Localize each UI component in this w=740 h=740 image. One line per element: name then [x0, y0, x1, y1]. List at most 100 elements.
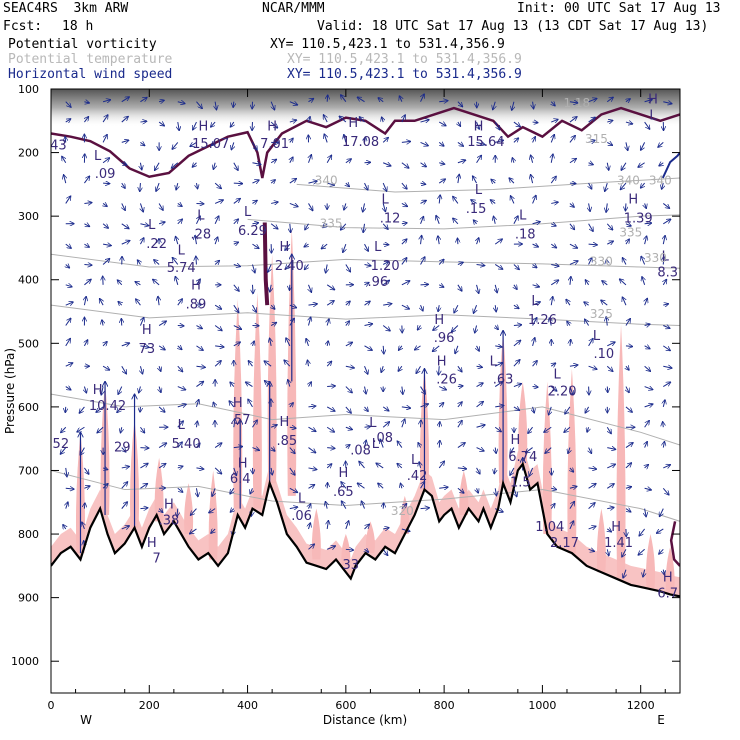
wind-vector	[308, 117, 310, 123]
wind-vector	[321, 243, 328, 249]
field-xy-wind: XY= 110.5,423.1 to 531.4,356.9	[287, 67, 522, 82]
wind-vector	[65, 387, 71, 390]
wind-vector	[551, 488, 556, 489]
wind-vector	[432, 345, 440, 352]
pv-contour-right	[661, 151, 680, 179]
wind-vector	[140, 463, 148, 469]
wind-vector	[102, 158, 110, 164]
wind-vector	[308, 485, 314, 489]
wind-vector	[601, 300, 608, 306]
wind-vector	[233, 198, 241, 204]
wind-vector	[659, 508, 664, 517]
wind-vector	[588, 140, 596, 142]
wind-vector	[121, 526, 130, 529]
wind-vector	[625, 203, 626, 210]
wind-vector	[121, 163, 127, 165]
wind-vector	[135, 282, 141, 285]
wind-vector	[289, 305, 297, 308]
pv-extremum-label: L	[662, 250, 670, 265]
wind-vector	[623, 569, 626, 578]
wind-vector	[662, 487, 669, 495]
wind-vector	[325, 501, 327, 509]
wind-vector	[626, 366, 629, 370]
wind-vector	[290, 138, 293, 142]
y-tick-label: 300	[18, 210, 39, 223]
wind-vector	[625, 346, 633, 347]
wind-vector	[215, 237, 218, 245]
wind-vector	[420, 120, 430, 122]
wind-vector	[439, 195, 440, 204]
wind-vector	[230, 121, 233, 127]
wind-vector	[607, 342, 615, 347]
wind-vector	[638, 548, 645, 555]
wind-vector	[252, 163, 260, 165]
wind-vector	[121, 343, 130, 346]
wind-vector	[494, 264, 503, 269]
wind-vector	[359, 117, 365, 123]
pv-extremum-label: H	[280, 415, 290, 430]
wind-vector	[625, 509, 631, 512]
wind-vector	[252, 304, 256, 312]
wind-vector	[662, 182, 664, 189]
wind-vector	[494, 121, 499, 130]
wind-vector	[451, 325, 459, 332]
wind-vector	[248, 399, 253, 408]
pv-extremum-label: H	[628, 192, 638, 207]
wind-vector	[140, 346, 149, 348]
wind-vector	[233, 284, 239, 291]
wind-vector	[381, 366, 383, 372]
wind-vector	[365, 137, 366, 143]
wind-vector	[289, 203, 298, 206]
shading-streak	[518, 381, 528, 465]
wind-vector	[339, 116, 347, 123]
wind-vector	[625, 224, 631, 226]
wind-vector	[532, 244, 539, 247]
wind-vector	[436, 215, 439, 224]
wind-vector	[99, 298, 103, 306]
wind-vector	[357, 483, 365, 489]
wind-vector	[663, 326, 670, 329]
wind-vector	[326, 264, 328, 273]
wind-vector	[122, 182, 125, 188]
isentrope-label: 340	[649, 173, 672, 187]
wind-vector	[607, 142, 612, 145]
wind-vector	[473, 304, 476, 313]
wind-vector	[65, 363, 73, 366]
wind-vector	[271, 101, 274, 110]
wind-vector	[477, 284, 479, 294]
pv-extremum-label: .22	[146, 237, 167, 252]
wind-vector	[140, 183, 141, 191]
wind-vector	[271, 448, 275, 452]
pv-extremum-label: H	[663, 571, 673, 586]
wind-vector	[439, 440, 440, 448]
wind-vector	[341, 95, 347, 103]
wind-vector	[190, 141, 197, 146]
wind-vector	[140, 203, 143, 212]
pv-extremum-label: 7.01	[260, 137, 289, 152]
wind-vector	[175, 236, 177, 245]
wind-vector	[512, 101, 514, 111]
pv-extremum-label: L	[197, 208, 205, 223]
wind-vector	[588, 483, 597, 489]
wind-vector	[439, 387, 446, 390]
wind-vector	[326, 546, 335, 549]
wind-vector	[533, 338, 535, 346]
wind-vector	[289, 120, 297, 122]
wind-vector	[250, 488, 252, 494]
wind-vector	[65, 137, 66, 143]
wind-vector	[214, 305, 221, 309]
wind-vector	[211, 121, 216, 127]
wind-vector	[495, 363, 502, 367]
wind-vector	[65, 101, 71, 108]
wind-vector	[290, 403, 293, 407]
plot-frame	[50, 88, 681, 694]
wind-vector	[513, 340, 521, 347]
field-name-wind: Horizontal wind speed	[8, 67, 173, 82]
wind-vector	[625, 487, 632, 489]
wind-vector	[153, 279, 160, 286]
wind-vector	[645, 298, 648, 306]
isentrope-320	[51, 393, 680, 446]
wind-vector	[308, 382, 311, 387]
wind-vector	[625, 319, 630, 326]
pv-extremum-label: .28	[191, 227, 212, 242]
